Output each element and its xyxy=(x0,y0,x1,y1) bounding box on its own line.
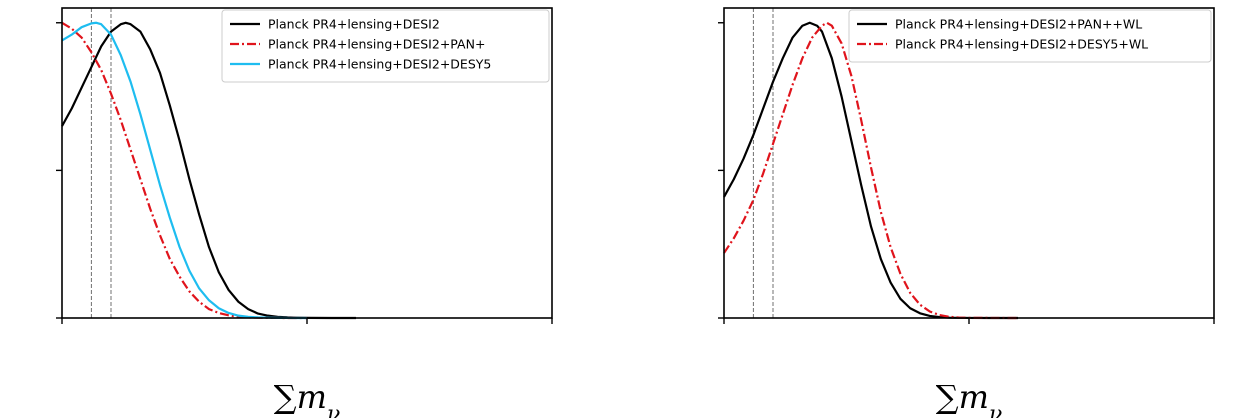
legend-entry-label: Planck PR4+lensing+DESI2+PAN+ xyxy=(268,37,485,52)
series-line xyxy=(723,21,1018,320)
legend: Planck PR4+lensing+DESI2 Planck PR4+lensi… xyxy=(221,9,550,83)
legend-entry-label: Planck PR4+lensing+DESI2+PAN++WL xyxy=(895,17,1142,32)
legend-entry-label: Planck PR4+lensing+DESI2+DESY5+WL xyxy=(895,37,1148,52)
legend-box xyxy=(221,9,550,83)
legend-box xyxy=(848,9,1212,63)
legend-entry-label: Planck PR4+lensing+DESI2 xyxy=(268,17,440,32)
x-axis-label: ∑mν xyxy=(936,378,1003,418)
legend-entry-label: Planck PR4+lensing+DESI2+DESY5 xyxy=(268,57,491,72)
x-axis-label: ∑mν xyxy=(274,378,341,418)
legend: Planck PR4+lensing+DESI2+PAN++WL Planck P… xyxy=(848,9,1212,63)
series-line xyxy=(723,21,1019,320)
